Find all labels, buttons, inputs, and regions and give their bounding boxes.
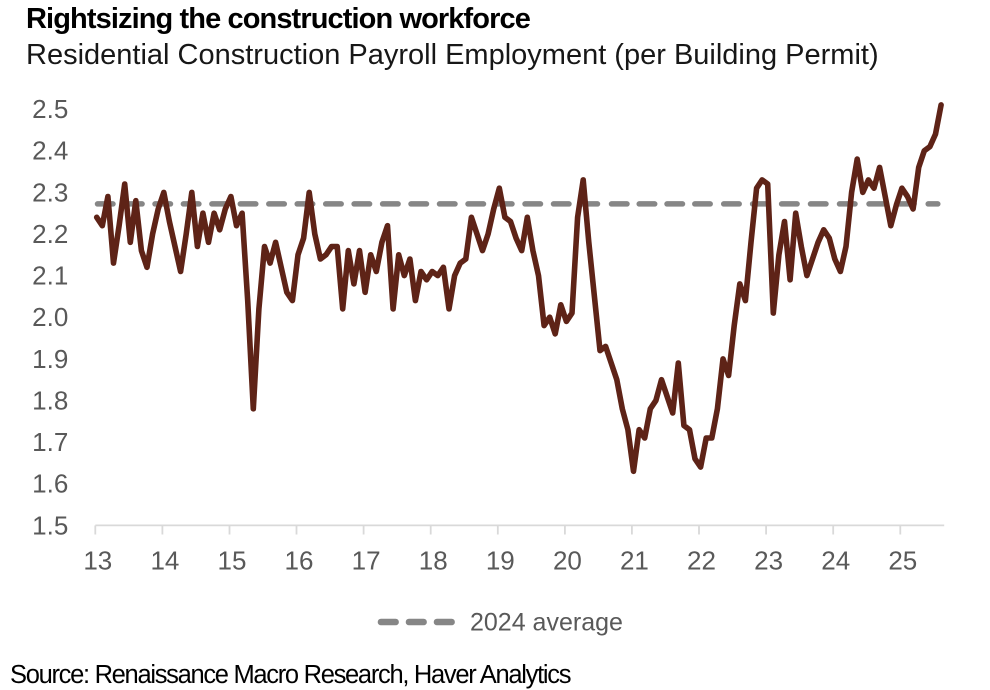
svg-text:2.0: 2.0 xyxy=(32,302,68,332)
svg-text:24: 24 xyxy=(821,546,850,576)
svg-text:23: 23 xyxy=(754,546,783,576)
svg-text:1.9: 1.9 xyxy=(32,344,68,374)
svg-text:14: 14 xyxy=(150,546,179,576)
svg-text:1.8: 1.8 xyxy=(32,385,68,415)
svg-text:15: 15 xyxy=(218,546,247,576)
svg-text:25: 25 xyxy=(888,546,917,576)
svg-text:1.5: 1.5 xyxy=(32,510,68,540)
svg-text:2.2: 2.2 xyxy=(32,219,68,249)
svg-text:1.7: 1.7 xyxy=(32,427,68,457)
svg-text:1.6: 1.6 xyxy=(32,469,68,499)
svg-text:13: 13 xyxy=(83,546,112,576)
svg-text:22: 22 xyxy=(687,546,716,576)
svg-text:16: 16 xyxy=(285,546,314,576)
svg-text:19: 19 xyxy=(486,546,515,576)
svg-text:2.5: 2.5 xyxy=(32,94,68,124)
svg-text:2.3: 2.3 xyxy=(32,177,68,207)
svg-text:2.4: 2.4 xyxy=(32,136,68,166)
svg-text:2.1: 2.1 xyxy=(32,261,68,291)
svg-text:18: 18 xyxy=(419,546,448,576)
svg-text:17: 17 xyxy=(352,546,381,576)
svg-text:20: 20 xyxy=(553,546,582,576)
svg-text:2024 average: 2024 average xyxy=(470,609,623,637)
svg-text:21: 21 xyxy=(620,546,649,576)
